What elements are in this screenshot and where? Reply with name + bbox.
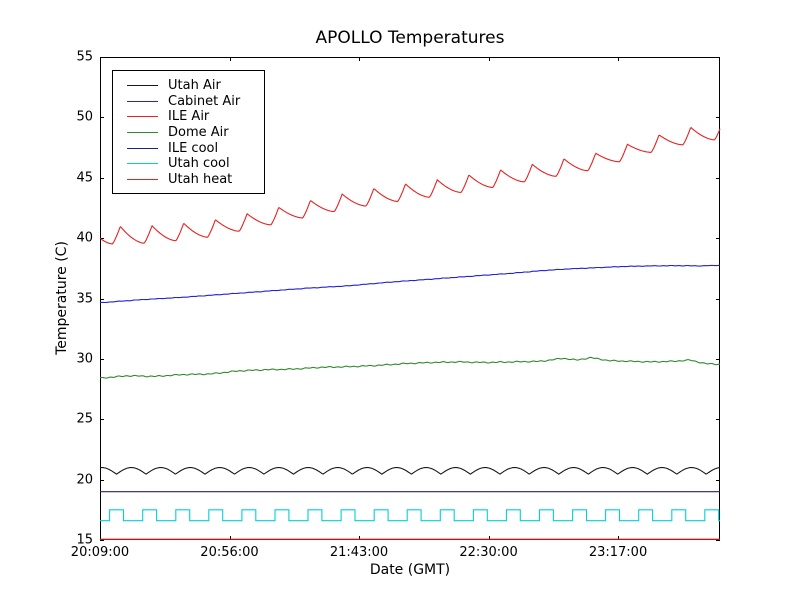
legend-item: Utah Air <box>119 78 258 94</box>
x-tick-label: 20:56:00 <box>200 545 259 560</box>
y-tick-label: 35 <box>76 291 93 306</box>
y-tick-label: 20 <box>76 472 93 488</box>
legend-item: ILE Air <box>119 109 258 125</box>
legend-item: Utah heat <box>119 172 258 188</box>
y-tick-label: 55 <box>76 49 93 65</box>
legend: Utah Air Cabinet Air ILE Air Dome Air ILE co… <box>112 70 265 195</box>
legend-line-swatch <box>127 178 158 180</box>
y-tick-label: 40 <box>76 230 93 246</box>
legend-item-label: Cabinet Air <box>168 93 241 109</box>
series-line-dome-air <box>99 356 720 379</box>
legend-item-label: ILE Air <box>168 109 210 125</box>
x-tick-label: 22:30:00 <box>459 545 518 560</box>
legend-line-swatch <box>127 147 158 149</box>
y-tick-label: 15 <box>76 532 93 548</box>
legend-item-label: Dome Air <box>168 125 229 141</box>
legend-item: Cabinet Air <box>119 94 258 110</box>
legend-line-swatch <box>127 116 158 118</box>
y-tick-label: 50 <box>76 109 93 125</box>
series-line-ile-air <box>99 126 721 245</box>
series-line-utah-cool <box>100 509 720 522</box>
legend-line-swatch <box>127 132 158 134</box>
series-line-utah-air <box>99 467 721 475</box>
y-tick-label: 45 <box>76 170 93 186</box>
x-tick-label: 23:17:00 <box>588 545 648 560</box>
x-axis-label: Date (GMT) <box>369 562 451 578</box>
y-tick-label: 25 <box>76 411 93 427</box>
series-line-cabinet-air <box>99 264 721 304</box>
x-tick-label: 20:09:00 <box>70 545 130 560</box>
legend-item-label: Utah cool <box>168 156 230 172</box>
legend-line-swatch <box>127 85 158 87</box>
y-tick-label: 30 <box>76 351 93 367</box>
legend-item: Utah cool <box>119 156 258 172</box>
x-tick-label: 21:43:00 <box>329 545 389 560</box>
legend-item: ILE cool <box>119 140 258 156</box>
legend-line-swatch <box>127 100 158 102</box>
legend-item-label: Utah Air <box>168 78 221 94</box>
legend-line-swatch <box>127 163 158 165</box>
chart-title: APOLLO Temperatures <box>315 28 505 48</box>
legend-item: Dome Air <box>119 125 258 141</box>
y-axis-label: Temperature (C) <box>54 241 70 355</box>
legend-item-label: ILE cool <box>168 140 219 156</box>
legend-item-label: Utah heat <box>168 171 233 187</box>
